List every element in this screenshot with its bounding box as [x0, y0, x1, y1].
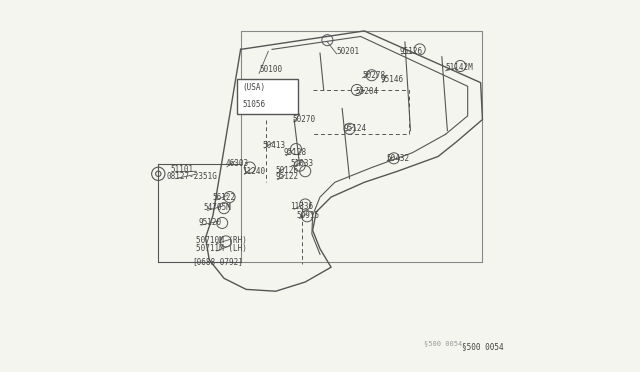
Text: 51142M: 51142M	[445, 63, 474, 72]
Text: 51056: 51056	[243, 100, 266, 109]
Text: §500 0054: §500 0054	[424, 341, 462, 347]
Text: 46303: 46303	[226, 159, 249, 169]
Text: 56122: 56122	[213, 193, 236, 202]
Text: 50413: 50413	[263, 141, 286, 150]
Text: 50915: 50915	[296, 211, 319, 220]
Text: 95120: 95120	[198, 218, 221, 227]
Text: 54705M: 54705M	[204, 203, 232, 212]
Text: 95122: 95122	[276, 172, 299, 181]
Text: 11240: 11240	[243, 167, 266, 176]
Text: 95124: 95124	[344, 124, 367, 133]
Text: 95126: 95126	[399, 47, 422, 56]
Text: 51101: 51101	[170, 165, 193, 174]
Text: 08127-2351G: 08127-2351G	[167, 171, 218, 180]
Text: 95146: 95146	[381, 75, 404, 84]
Text: 50201: 50201	[337, 47, 360, 56]
Text: §500 0054: §500 0054	[462, 342, 504, 351]
Text: 51033: 51033	[291, 159, 314, 169]
Text: 55204: 55204	[355, 87, 378, 96]
Text: 11336: 11336	[291, 202, 314, 211]
Text: 95128: 95128	[283, 148, 306, 157]
Bar	[237, 79, 298, 114]
Text: 50126: 50126	[276, 166, 299, 175]
Text: 50100: 50100	[259, 65, 282, 74]
Text: 50432: 50432	[387, 154, 410, 163]
Text: 50278: 50278	[362, 71, 385, 80]
Text: 50270: 50270	[292, 115, 316, 124]
Text: 50711M (LH): 50711M (LH)	[196, 244, 247, 253]
Text: (USA): (USA)	[243, 83, 266, 92]
Text: 50710M (RH): 50710M (RH)	[196, 236, 247, 245]
Text: [0688-0792]: [0688-0792]	[193, 257, 243, 266]
